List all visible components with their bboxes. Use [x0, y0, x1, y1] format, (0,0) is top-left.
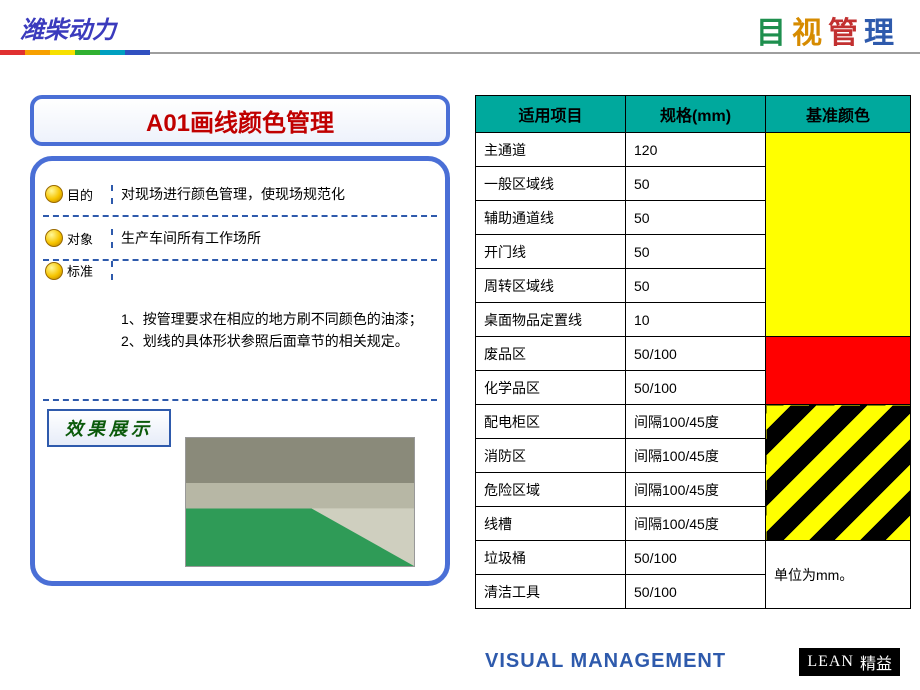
bullet-icon — [45, 229, 63, 247]
swatch-yellow-black-stripe — [766, 405, 911, 541]
cell-spec: 50/100 — [626, 575, 766, 609]
page-title: 目视管理 — [756, 8, 900, 52]
cell-spec: 50/100 — [626, 371, 766, 405]
cell-spec: 间隔100/45度 — [626, 473, 766, 507]
row-text: 对现场进行颜色管理，使现场规范化 — [113, 177, 437, 211]
col-header-item: 适用项目 — [476, 96, 626, 133]
cell-spec: 间隔100/45度 — [626, 439, 766, 473]
info-row: 目的 对现场进行颜色管理，使现场规范化 — [43, 173, 437, 217]
row-label-wrap: 对象 — [43, 229, 113, 248]
cell-spec: 50 — [626, 201, 766, 235]
info-row: 对象 生产车间所有工作场所 — [43, 217, 437, 261]
cell-spec: 50/100 — [626, 337, 766, 371]
row-text: 1、按管理要求在相应的地方刷不同颜色的油漆； 2、划线的具体形状参照后面章节的相… — [113, 302, 437, 359]
cell-item: 消防区 — [476, 439, 626, 473]
col-header-spec: 规格(mm) — [626, 96, 766, 133]
result-display-label: 效果展示 — [47, 409, 171, 447]
table-row: 垃圾桶50/100单位为mm。 — [476, 541, 911, 575]
cell-item: 废品区 — [476, 337, 626, 371]
title-char-4: 理 — [864, 17, 900, 50]
rainbow-segment — [75, 50, 100, 55]
cell-item: 一般区域线 — [476, 167, 626, 201]
divider-rainbow — [0, 50, 920, 55]
cell-item: 辅助通道线 — [476, 201, 626, 235]
cell-item: 线槽 — [476, 507, 626, 541]
cell-spec: 50 — [626, 167, 766, 201]
rainbow-segment — [50, 50, 75, 55]
swatch-red — [766, 337, 911, 405]
cell-spec: 10 — [626, 303, 766, 337]
cell-item: 配电柜区 — [476, 405, 626, 439]
cell-spec: 50 — [626, 269, 766, 303]
cell-spec: 50 — [626, 235, 766, 269]
col-header-color: 基准颜色 — [766, 96, 911, 133]
cell-spec: 间隔100/45度 — [626, 405, 766, 439]
cell-item: 垃圾桶 — [476, 541, 626, 575]
title-char-2: 视 — [792, 17, 828, 50]
cell-spec: 间隔100/45度 — [626, 507, 766, 541]
rainbow-segment — [125, 50, 150, 55]
spec-table: 适用项目 规格(mm) 基准颜色 主通道120一般区域线50辅助通道线50开门线… — [475, 95, 911, 609]
rainbow-segment — [25, 50, 50, 55]
lean-en: LEAN — [807, 653, 854, 671]
title-char-3: 管 — [828, 17, 864, 50]
row-label: 标准 — [67, 261, 93, 280]
footer-visual-management: VISUAL MANAGEMENT — [485, 650, 726, 673]
cell-item: 化学品区 — [476, 371, 626, 405]
spec-table-panel: 适用项目 规格(mm) 基准颜色 主通道120一般区域线50辅助通道线50开门线… — [475, 95, 910, 609]
row-label: 目的 — [67, 185, 93, 204]
row-label-wrap: 目的 — [43, 185, 113, 204]
cell-item: 周转区域线 — [476, 269, 626, 303]
bullet-icon — [45, 262, 63, 280]
row-label-wrap: 标准 — [43, 261, 113, 280]
workshop-photo — [185, 437, 415, 567]
section-title: A01画线颜色管理 — [30, 95, 450, 146]
row-text: 生产车间所有工作场所 — [113, 221, 437, 255]
table-row: 废品区50/100 — [476, 337, 911, 371]
info-card: 目的 对现场进行颜色管理，使现场规范化对象 生产车间所有工作场所标准 1、按管理要求在… — [30, 156, 450, 586]
cell-item: 清洁工具 — [476, 575, 626, 609]
row-label: 对象 — [67, 229, 93, 248]
title-char-1: 目 — [756, 17, 792, 50]
table-row: 配电柜区间隔100/45度 — [476, 405, 911, 439]
unit-note: 单位为mm。 — [766, 541, 911, 609]
cell-item: 主通道 — [476, 133, 626, 167]
rainbow-segment — [0, 50, 25, 55]
cell-item: 危险区域 — [476, 473, 626, 507]
left-panel: A01画线颜色管理 目的 对现场进行颜色管理，使现场规范化对象 生产车间所有工作场所… — [30, 95, 450, 586]
swatch-yellow — [766, 133, 911, 337]
table-row: 主通道120 — [476, 133, 911, 167]
rainbow-segment — [100, 50, 125, 55]
table-header-row: 适用项目 规格(mm) 基准颜色 — [476, 96, 911, 133]
cell-item: 开门线 — [476, 235, 626, 269]
info-row: 标准 1、按管理要求在相应的地方刷不同颜色的油漆； 2、划线的具体形状参照后面章节… — [43, 261, 437, 401]
cell-spec: 120 — [626, 133, 766, 167]
lean-cn: 精益 — [860, 650, 892, 674]
divider-line — [150, 52, 920, 54]
cell-spec: 50/100 — [626, 541, 766, 575]
bullet-icon — [45, 185, 63, 203]
cell-item: 桌面物品定置线 — [476, 303, 626, 337]
lean-badge: LEAN 精益 — [799, 648, 900, 676]
